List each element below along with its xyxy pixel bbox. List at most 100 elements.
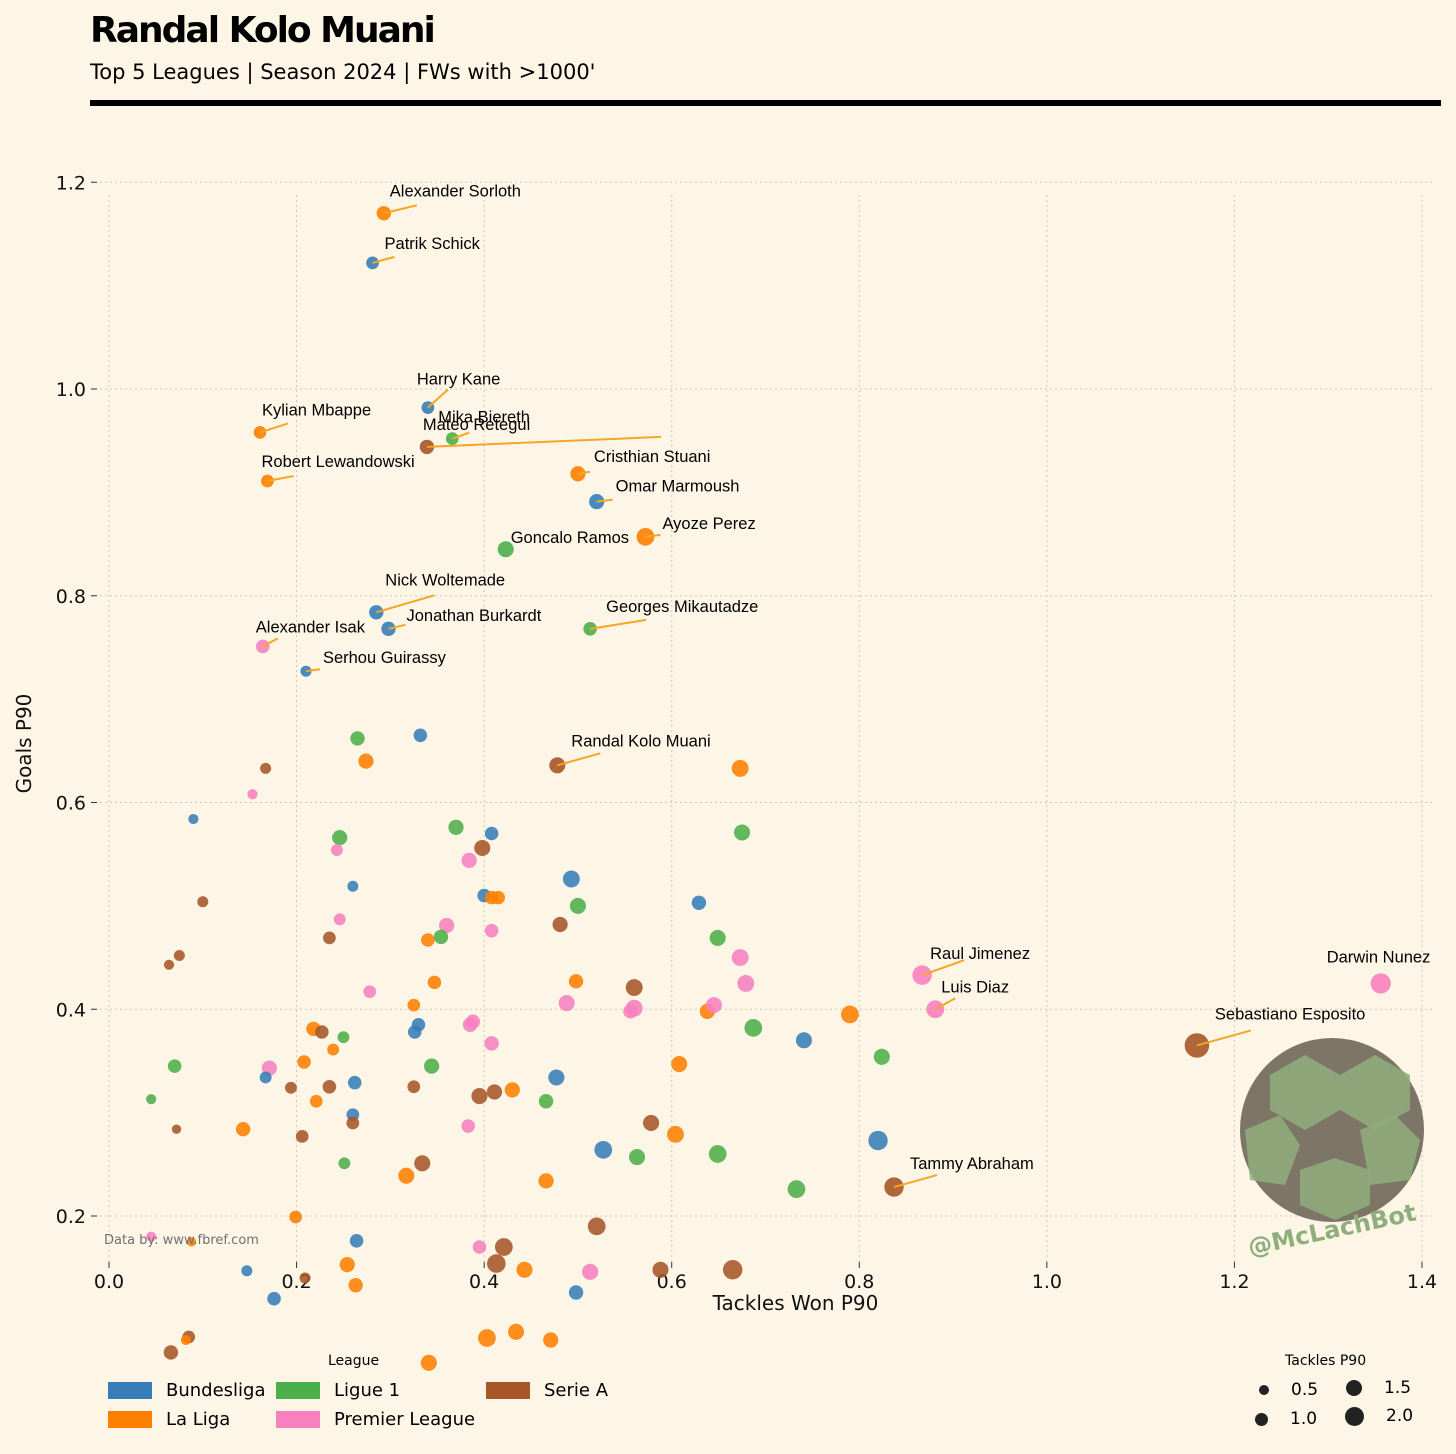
legend-item-la-liga: La Liga bbox=[108, 1409, 230, 1430]
legend-item-serie-a: Serie A bbox=[486, 1380, 608, 1401]
data-point bbox=[339, 1256, 355, 1273]
data-point bbox=[171, 1124, 182, 1134]
point-label: Goncalo Ramos bbox=[511, 529, 629, 547]
data-point bbox=[474, 839, 491, 857]
data-point bbox=[667, 1125, 684, 1143]
data-point bbox=[363, 985, 377, 999]
data-point bbox=[548, 1069, 565, 1086]
data-point bbox=[708, 1145, 727, 1163]
point-label: Mateo Retegui bbox=[423, 416, 530, 434]
data-point bbox=[737, 974, 755, 992]
data-point bbox=[163, 1345, 179, 1360]
data-point bbox=[478, 1329, 496, 1347]
data-point bbox=[744, 1018, 763, 1037]
data-point bbox=[247, 789, 258, 800]
y-tick-label: 1.2 bbox=[56, 172, 86, 194]
data-point bbox=[709, 929, 726, 946]
legend-label: La Liga bbox=[166, 1409, 231, 1430]
y-tick-label: 0.4 bbox=[56, 999, 86, 1021]
legend-item-premier-league: Premier League bbox=[276, 1409, 475, 1430]
x-tick-label: 1.0 bbox=[1032, 1271, 1062, 1293]
data-point bbox=[471, 1088, 488, 1105]
annotation-line bbox=[372, 255, 395, 264]
legend-label: Ligue 1 bbox=[334, 1380, 401, 1401]
data-point bbox=[722, 1260, 743, 1280]
data-point bbox=[731, 759, 749, 777]
data-point bbox=[167, 1059, 182, 1073]
size-dot-icon bbox=[1345, 1406, 1364, 1426]
data-point bbox=[538, 1094, 554, 1109]
data-point bbox=[348, 1278, 363, 1293]
size-legend-item: 1.0 bbox=[1255, 1409, 1317, 1429]
point-label: Omar Marmoush bbox=[616, 478, 740, 496]
point-label: Mika Biereth bbox=[438, 409, 530, 427]
axes: 0.0 0.2 0.4 0.6 0.8 1.0 1.2 1.40.20.40.60.81.01… bbox=[12, 172, 1437, 1315]
data-point bbox=[504, 1082, 520, 1098]
data-point bbox=[146, 1231, 157, 1242]
data-point bbox=[439, 917, 455, 934]
data-point bbox=[538, 1173, 554, 1189]
data-point bbox=[841, 1005, 859, 1024]
annotation-line bbox=[1196, 1029, 1252, 1047]
x-tick-label: 1.2 bbox=[1219, 1271, 1249, 1293]
size-dot-icon bbox=[1255, 1412, 1268, 1426]
data-point bbox=[333, 913, 346, 926]
x-tick-label: 1.4 bbox=[1407, 1271, 1437, 1293]
point-label: Darwin Nunez bbox=[1327, 948, 1431, 966]
data-point bbox=[259, 1071, 272, 1084]
data-point bbox=[420, 1354, 437, 1371]
data-point bbox=[691, 895, 707, 910]
data-point bbox=[494, 1238, 513, 1256]
data-point bbox=[628, 1149, 646, 1166]
chart-subtitle: Top 5 Leagues | Season 2024 | FWs with >… bbox=[90, 60, 596, 84]
data-point bbox=[349, 1234, 364, 1248]
legend-swatch-icon bbox=[108, 1382, 152, 1399]
data-point bbox=[407, 1025, 422, 1039]
data-point bbox=[330, 844, 343, 856]
data-point bbox=[461, 1119, 475, 1133]
data-point bbox=[484, 1036, 499, 1051]
annotation-line bbox=[376, 594, 435, 614]
point-label: Patrik Schick bbox=[385, 235, 481, 253]
data-point bbox=[543, 1332, 559, 1348]
point-label: Cristhian Stuani bbox=[594, 448, 710, 466]
legend-swatch-icon bbox=[486, 1382, 530, 1399]
point-label: Tammy Abraham bbox=[910, 1155, 1034, 1173]
data-point bbox=[289, 1210, 302, 1224]
point-label: Sebastiano Esposito bbox=[1215, 1005, 1365, 1023]
data-point bbox=[350, 731, 365, 746]
data-point bbox=[569, 897, 586, 914]
annotation-line bbox=[383, 204, 418, 215]
data-point bbox=[180, 1334, 192, 1346]
data-point bbox=[309, 1094, 323, 1108]
point-label: Luis Diaz bbox=[941, 978, 1009, 996]
data-point bbox=[414, 1155, 431, 1172]
legend-item-bundesliga: Bundesliga bbox=[108, 1380, 266, 1401]
data-point bbox=[433, 929, 449, 945]
point-label: Randal Kolo Muani bbox=[571, 732, 710, 750]
data-point bbox=[594, 1140, 613, 1159]
annotation-line bbox=[921, 959, 965, 977]
labeled-data-point bbox=[497, 541, 514, 558]
annotation-line bbox=[259, 422, 289, 434]
point-label: Kylian Mbappe bbox=[262, 401, 371, 419]
data-point bbox=[347, 1075, 362, 1090]
data-point bbox=[241, 1265, 253, 1277]
y-tick-label: 0.8 bbox=[56, 586, 86, 608]
legend-swatch-icon bbox=[108, 1411, 152, 1428]
data-point bbox=[587, 1217, 606, 1236]
annotation-line bbox=[451, 431, 470, 440]
data-point bbox=[146, 1094, 157, 1105]
size-legend-title: Tackles P90 bbox=[1285, 1353, 1367, 1369]
data-point bbox=[407, 1080, 421, 1094]
data-point bbox=[562, 870, 580, 888]
data-point bbox=[338, 1157, 351, 1170]
data-point bbox=[491, 890, 505, 905]
gridlines bbox=[100, 181, 1432, 1262]
point-label: Nick Woltemade bbox=[385, 571, 505, 589]
data-point bbox=[484, 826, 499, 841]
data-point bbox=[516, 1261, 533, 1278]
y-tick-label: 1.0 bbox=[56, 379, 86, 401]
data-point bbox=[568, 1285, 584, 1300]
data-point bbox=[448, 819, 464, 835]
